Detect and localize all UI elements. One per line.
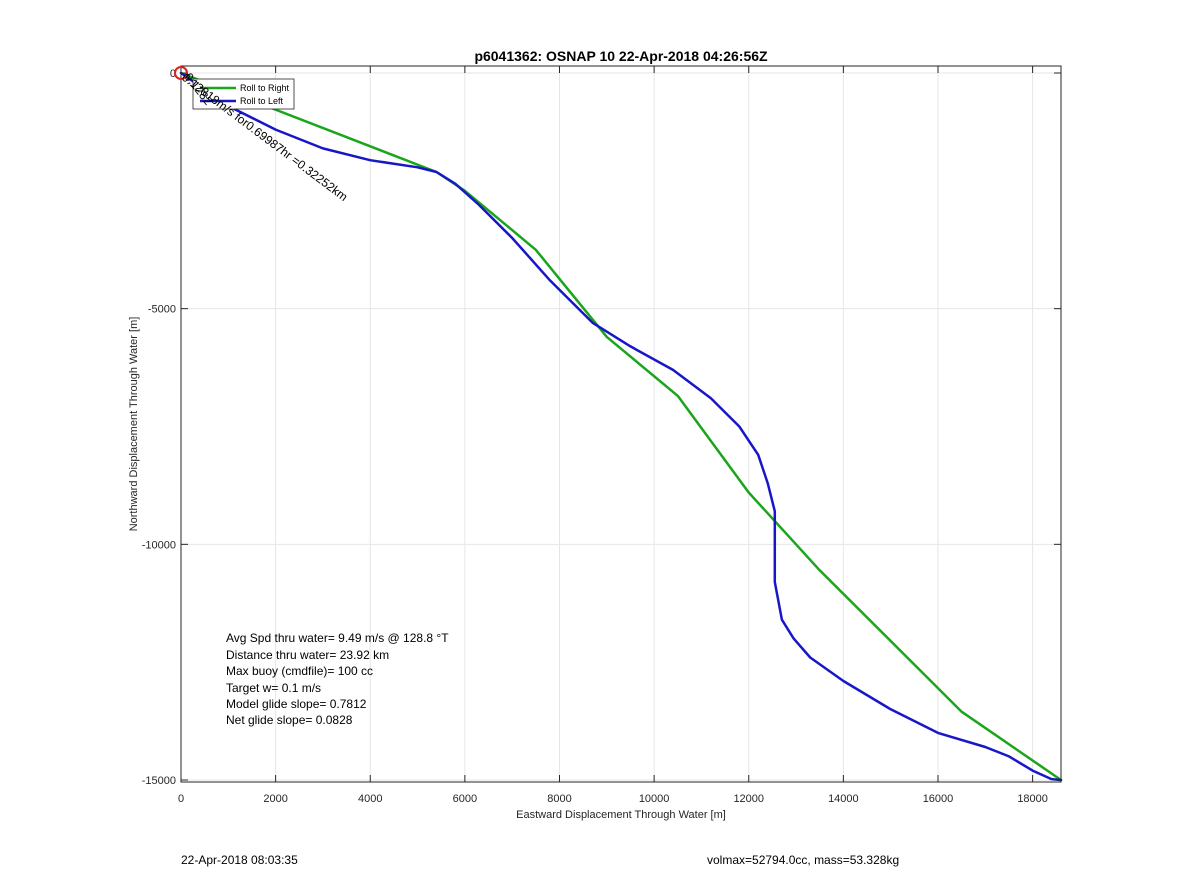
x-tick-label: 0 (178, 793, 184, 805)
x-tick-label: 18000 (1017, 793, 1048, 805)
x-tick-label: 2000 (263, 793, 287, 805)
footer-volmax-mass: volmax=52794.0cc, mass=53.328kg (707, 853, 900, 867)
series-line-roll-left (179, 71, 1063, 782)
legend-label-roll-right: Roll to Right (240, 83, 290, 93)
stat-avg-speed: Avg Spd thru water= 9.49 m/s @ 128.8 °T (226, 631, 449, 645)
stat-distance: Distance thru water= 23.92 km (226, 648, 389, 662)
x-tick-label: 14000 (828, 793, 859, 805)
stat-net-glide: Net glide slope= 0.0828 (226, 713, 353, 727)
footer-timestamp: 22-Apr-2018 08:03:35 (181, 853, 298, 867)
x-tick-label: 6000 (453, 793, 477, 805)
legend: Roll to Right Roll to Left (192, 78, 295, 110)
series-layer (179, 71, 1063, 782)
y-tick-label: 0 (170, 68, 176, 80)
start-marker (174, 66, 188, 80)
legend-box (192, 78, 295, 110)
stat-max-buoy: Max buoy (cmdfile)= 100 cc (226, 664, 373, 678)
stats-annotation: Avg Spd thru water= 9.49 m/s @ 128.8 °T … (226, 631, 449, 727)
y-tick-label: -10000 (142, 539, 176, 551)
x-tick-label: 8000 (547, 793, 571, 805)
stat-model-glide: Model glide slope= 0.7812 (226, 697, 367, 711)
grid (180, 66, 1061, 782)
axes-box (180, 65, 1062, 783)
x-tick-label: 10000 (639, 793, 670, 805)
x-tick-label: 16000 (923, 793, 954, 805)
chart-title: p6041362: OSNAP 10 22-Apr-2018 04:26:56Z (474, 48, 768, 64)
ticks: 0 2000 4000 6000 8000 10000 12000 14000 16000 180… (142, 66, 1061, 805)
y-tick-label: -5000 (148, 304, 176, 316)
x-tick-label: 12000 (733, 793, 764, 805)
x-tick-label: 4000 (358, 793, 382, 805)
legend-label-roll-left: Roll to Left (240, 96, 284, 106)
plot-area (181, 66, 1061, 782)
y-axis-label: Northward Displacement Through Water [m] (128, 317, 140, 532)
x-axis-label: Eastward Displacement Through Water [m] (516, 809, 726, 821)
stat-target-w: Target w= 0.1 m/s (226, 681, 321, 695)
y-tick-label: -15000 (142, 775, 176, 787)
